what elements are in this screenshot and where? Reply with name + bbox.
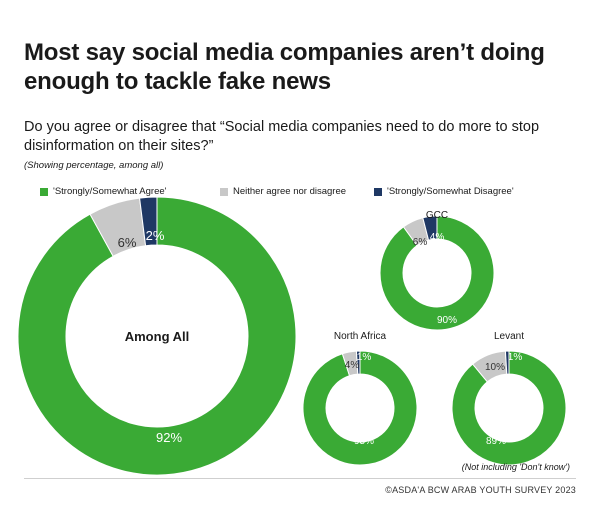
donut-name-among-all: Among All xyxy=(125,329,190,344)
label-among-all-neither-agree-nor-disagree: 6% xyxy=(118,235,137,250)
slice-among-all-strongly-somewhat-disagree xyxy=(139,196,158,247)
donut-name-gcc: GCC xyxy=(426,210,448,221)
legend-label-agree: 'Strongly/Somewhat Agree' xyxy=(53,186,167,197)
footnote: (Not including 'Don't know') xyxy=(461,462,570,472)
legend: 'Strongly/Somewhat Agree' Neither agree … xyxy=(40,186,600,200)
slice-north-africa-strongly-somewhat-disagree xyxy=(355,350,361,375)
legend-label-neither: Neither agree nor disagree xyxy=(233,186,347,197)
donut-gcc: 90% 6% 4% GCC xyxy=(379,210,495,331)
label-gcc-neither-agree-nor-disagree: 6% xyxy=(413,237,428,248)
donut-name-levant: Levant xyxy=(494,331,524,342)
slice-gcc-strongly-somewhat-agree xyxy=(379,215,495,331)
label-gcc-strongly-somewhat-disagree: 4% xyxy=(430,232,445,243)
legend-item-disagree: 'Strongly/Somewhat Disagree' xyxy=(374,186,514,197)
slice-levant-strongly-somewhat-disagree xyxy=(504,350,510,375)
legend-swatch-agree xyxy=(40,187,48,196)
label-gcc-strongly-somewhat-agree: 90% xyxy=(437,315,457,326)
donut-north-africa: 95% 4%1% North Africa xyxy=(302,331,418,466)
divider xyxy=(24,478,576,479)
source-credit: ©ASDA'A BCW ARAB YOUTH SURVEY 2023 xyxy=(385,485,576,495)
legend-item-neither: Neither agree nor disagree xyxy=(220,186,346,197)
label-levant-neither-agree-nor-disagree: 10% xyxy=(485,362,505,373)
chart-title: Most say social media companies aren’t d… xyxy=(24,39,545,95)
label-north-africa-neither-agree-nor-disagree: 4% xyxy=(345,360,360,371)
label-among-all-strongly-somewhat-agree: 92% xyxy=(156,430,182,445)
donut-among-all: 92% 6% 2% Among All xyxy=(17,196,297,476)
label-levant-strongly-somewhat-agree: 89% xyxy=(486,436,506,447)
legend-item-agree: 'Strongly/Somewhat Agree' xyxy=(40,186,166,197)
slice-north-africa-strongly-somewhat-agree xyxy=(302,350,418,466)
legend-swatch-neither xyxy=(220,187,228,196)
label-levant-strongly-somewhat-disagree: 1% xyxy=(508,352,523,363)
slice-gcc-strongly-somewhat-disagree xyxy=(422,215,438,241)
chart-note: (Showing percentage, among all) xyxy=(24,160,164,171)
legend-swatch-disagree xyxy=(374,187,382,196)
slice-levant-strongly-somewhat-agree xyxy=(451,350,567,466)
label-north-africa-strongly-somewhat-disagree: 1% xyxy=(357,352,372,363)
slice-among-all-strongly-somewhat-agree xyxy=(17,196,297,476)
label-north-africa-strongly-somewhat-agree: 95% xyxy=(354,436,374,447)
donut-levant: 89% 10%1% Levant xyxy=(451,331,567,466)
donut-name-north-africa: North Africa xyxy=(334,331,387,342)
legend-label-disagree: 'Strongly/Somewhat Disagree' xyxy=(387,186,514,197)
label-among-all-strongly-somewhat-disagree: 2% xyxy=(146,228,165,243)
survey-question: Do you agree or disagree that “Social me… xyxy=(24,119,540,154)
